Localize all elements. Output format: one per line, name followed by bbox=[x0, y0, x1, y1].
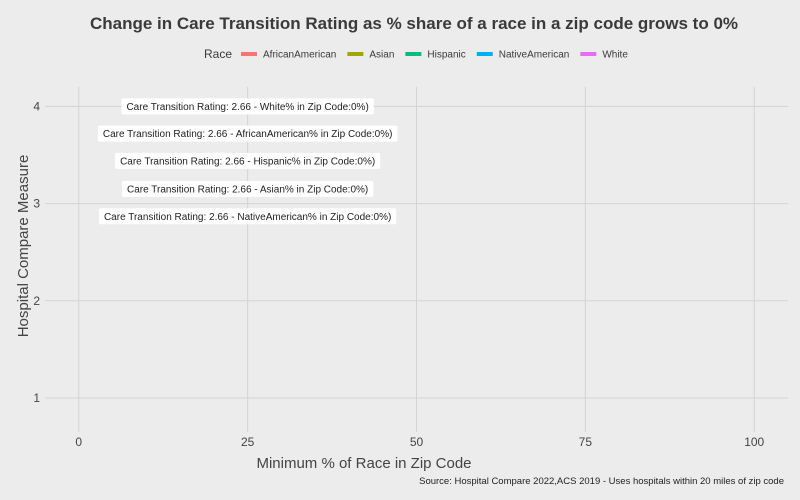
legend-key bbox=[347, 52, 364, 56]
x-tick-label: 50 bbox=[410, 435, 424, 449]
annotation-label: Care Transition Rating: 2.66 - White% in… bbox=[121, 98, 374, 115]
annotation-box bbox=[122, 181, 374, 198]
x-tick-label: 75 bbox=[579, 435, 593, 449]
caption: Source: Hospital Compare 2022,ACS 2019 -… bbox=[419, 476, 784, 487]
legend-key bbox=[580, 52, 597, 56]
annotation-text: Care Transition Rating: 2.66 - AfricanAm… bbox=[103, 129, 393, 140]
legend-label: Asian bbox=[369, 50, 394, 61]
y-axis-title: Hospital Compare Measure bbox=[15, 155, 32, 338]
annotation-text: Care Transition Rating: 2.66 - Asian% in… bbox=[127, 185, 368, 196]
annotation-text: Care Transition Rating: 2.66 - White% in… bbox=[126, 102, 368, 113]
y-tick-label: 2 bbox=[33, 294, 40, 308]
x-axis-ticks: 0 25 50 75 100 bbox=[75, 435, 764, 449]
annotation-text: Care Transition Rating: 2.66 - Hispanic%… bbox=[120, 156, 375, 167]
legend-label: NativeAmerican bbox=[499, 50, 570, 61]
y-tick-label: 1 bbox=[33, 391, 40, 405]
legend-key bbox=[405, 52, 422, 56]
legend-key bbox=[476, 52, 493, 56]
y-tick-label: 3 bbox=[33, 197, 40, 211]
legend-item: White bbox=[580, 50, 628, 61]
legend-label: AfricanAmerican bbox=[263, 50, 336, 61]
x-tick-label: 0 bbox=[75, 435, 82, 449]
annotation-box bbox=[98, 208, 397, 225]
legend-item: Asian bbox=[347, 50, 394, 61]
x-tick-label: 25 bbox=[241, 435, 255, 449]
legend-label: Hispanic bbox=[427, 50, 465, 61]
annotation-text: Care Transition Rating: 2.66 - NativeAme… bbox=[104, 212, 391, 223]
annotation-label: Care Transition Rating: 2.66 - AfricanAm… bbox=[97, 125, 398, 142]
annotation-label: Care Transition Rating: 2.66 - Hispanic%… bbox=[115, 152, 381, 169]
annotations: Care Transition Rating: 2.66 - White% in… bbox=[97, 98, 398, 225]
legend-label: White bbox=[602, 50, 628, 61]
annotation-box bbox=[115, 152, 381, 169]
legend-key bbox=[241, 52, 257, 56]
legend-title: Race bbox=[204, 47, 232, 61]
x-axis-title: Minimum % of Race in Zip Code bbox=[256, 455, 471, 472]
annotation-box bbox=[97, 125, 398, 142]
chart-title: Change in Care Transition Rating as % sh… bbox=[90, 14, 738, 33]
legend: Race AfricanAmerican Asian Hispanic NativeAm… bbox=[204, 47, 628, 61]
legend-item: AfricanAmerican bbox=[241, 50, 336, 61]
annotation-label: Care Transition Rating: 2.66 - NativeAme… bbox=[98, 208, 397, 225]
annotation-label: Care Transition Rating: 2.66 - Asian% in… bbox=[122, 181, 374, 198]
y-axis-ticks: 1 2 3 4 bbox=[33, 99, 40, 405]
legend-item: NativeAmerican bbox=[476, 50, 570, 61]
y-tick-label: 4 bbox=[33, 99, 40, 113]
x-tick-label: 100 bbox=[744, 435, 764, 449]
legend-item: Hispanic bbox=[405, 50, 466, 61]
annotation-box bbox=[121, 98, 374, 115]
